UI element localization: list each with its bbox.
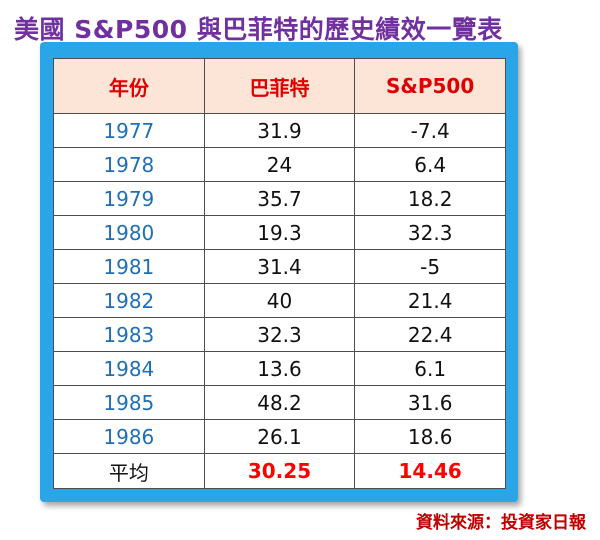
table-row: 1981 31.4 -5 [53,249,506,284]
buffett-cell: 40 [203,283,356,318]
buffett-cell: 32.3 [203,317,356,352]
table-row: 1980 19.3 32.3 [53,215,506,250]
year-cell: 1982 [53,283,205,318]
table-row: 1983 32.3 22.4 [53,317,506,352]
average-buffett: 30.25 [203,453,356,489]
performance-table: 年份 巴菲特 S&P500 1977 31.9 -7.4 1978 24 6.4… [53,58,506,489]
year-cell: 1983 [53,317,205,352]
header-sp500: S&P500 [354,58,506,114]
sp500-cell: 31.6 [354,385,506,420]
buffett-cell: 31.4 [203,249,356,284]
header-year: 年份 [53,58,205,114]
buffett-cell: 24 [203,147,356,182]
sp500-cell: 21.4 [354,283,506,318]
buffett-cell: 13.6 [203,351,356,386]
buffett-cell: 35.7 [203,181,356,216]
year-cell: 1977 [53,113,205,148]
year-cell: 1981 [53,249,205,284]
header-buffett: 巴菲特 [203,58,356,114]
table-row: 1977 31.9 -7.4 [53,113,506,148]
table-row: 1978 24 6.4 [53,147,506,182]
sp500-cell: -5 [354,249,506,284]
average-sp500: 14.46 [354,453,506,489]
year-cell: 1986 [53,419,205,454]
buffett-cell: 19.3 [203,215,356,250]
average-row: 平均 30.25 14.46 [53,453,506,489]
year-cell: 1984 [53,351,205,386]
year-cell: 1985 [53,385,205,420]
table-row: 1985 48.2 31.6 [53,385,506,420]
table-row: 1979 35.7 18.2 [53,181,506,216]
page-title: 美國 S&P500 與巴菲特的歷史績效一覽表 [14,15,503,44]
sp500-cell: 18.6 [354,419,506,454]
table-header-row: 年份 巴菲特 S&P500 [53,58,506,114]
sp500-cell: 6.1 [354,351,506,386]
average-label: 平均 [53,453,205,489]
buffett-cell: 31.9 [203,113,356,148]
sp500-cell: 18.2 [354,181,506,216]
table-row: 1986 26.1 18.6 [53,419,506,454]
source-note: 資料來源：投資家日報 [416,513,586,533]
buffett-cell: 48.2 [203,385,356,420]
year-cell: 1980 [53,215,205,250]
buffett-cell: 26.1 [203,419,356,454]
year-cell: 1978 [53,147,205,182]
sp500-cell: -7.4 [354,113,506,148]
sp500-cell: 22.4 [354,317,506,352]
table-row: 1984 13.6 6.1 [53,351,506,386]
year-cell: 1979 [53,181,205,216]
table-row: 1982 40 21.4 [53,283,506,318]
sp500-cell: 6.4 [354,147,506,182]
sp500-cell: 32.3 [354,215,506,250]
